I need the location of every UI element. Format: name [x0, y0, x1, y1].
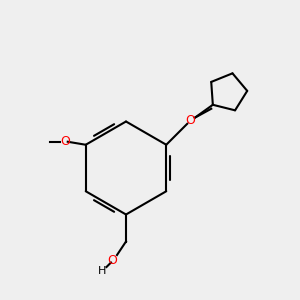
Text: O: O — [108, 254, 117, 268]
Text: H: H — [98, 266, 106, 277]
Text: O: O — [185, 114, 195, 127]
Text: O: O — [60, 135, 70, 148]
